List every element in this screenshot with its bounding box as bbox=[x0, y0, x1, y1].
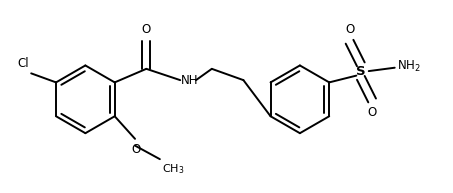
Text: O: O bbox=[345, 23, 354, 36]
Text: S: S bbox=[356, 65, 366, 78]
Text: O: O bbox=[367, 106, 377, 119]
Text: NH: NH bbox=[181, 74, 199, 87]
Text: O: O bbox=[142, 23, 151, 36]
Text: O: O bbox=[131, 143, 141, 156]
Text: Cl: Cl bbox=[17, 57, 29, 70]
Text: CH$_3$: CH$_3$ bbox=[162, 163, 185, 176]
Text: NH$_2$: NH$_2$ bbox=[397, 59, 421, 74]
